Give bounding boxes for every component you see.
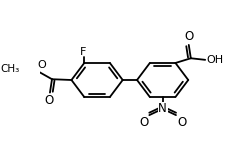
Text: OH: OH [206,55,223,65]
Text: O: O [177,116,186,129]
Text: N: N [158,102,167,115]
Text: O: O [44,94,54,107]
Text: O: O [37,60,46,70]
Text: O: O [139,116,148,129]
Text: O: O [184,30,193,43]
Text: CH₃: CH₃ [0,64,19,74]
Text: F: F [80,47,86,57]
